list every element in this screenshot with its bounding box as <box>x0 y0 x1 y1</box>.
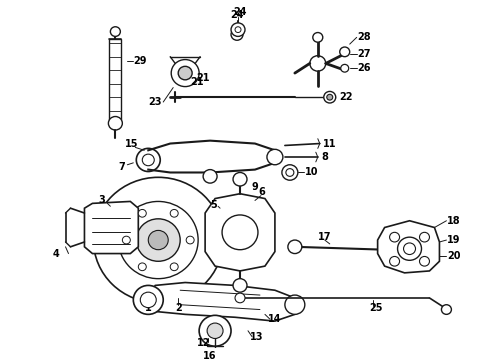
Bar <box>109 39 122 120</box>
Text: 16: 16 <box>203 351 217 360</box>
Text: 9: 9 <box>252 182 259 192</box>
Circle shape <box>170 263 178 271</box>
Circle shape <box>285 295 305 314</box>
Text: 4: 4 <box>52 248 59 258</box>
Text: 21: 21 <box>196 73 210 83</box>
Circle shape <box>170 210 178 217</box>
Circle shape <box>186 236 194 244</box>
Polygon shape <box>140 283 295 321</box>
Circle shape <box>222 215 258 250</box>
Polygon shape <box>205 194 275 271</box>
Circle shape <box>282 165 298 180</box>
Circle shape <box>235 293 245 303</box>
Circle shape <box>233 279 247 292</box>
Circle shape <box>203 170 217 183</box>
Circle shape <box>441 305 451 314</box>
Text: 8: 8 <box>322 152 329 162</box>
Circle shape <box>231 29 243 40</box>
Text: 15: 15 <box>125 139 139 149</box>
Circle shape <box>178 66 192 80</box>
Text: 26: 26 <box>358 63 371 73</box>
Circle shape <box>207 323 223 338</box>
Circle shape <box>404 243 416 255</box>
Circle shape <box>148 230 168 250</box>
Text: 25: 25 <box>369 303 383 312</box>
Text: 14: 14 <box>268 314 281 324</box>
Circle shape <box>340 47 350 57</box>
Circle shape <box>199 315 231 346</box>
Text: 5: 5 <box>210 200 217 210</box>
Circle shape <box>119 202 198 279</box>
Circle shape <box>310 56 326 71</box>
Circle shape <box>419 232 429 242</box>
Circle shape <box>390 256 399 266</box>
Text: 22: 22 <box>340 92 353 102</box>
Circle shape <box>327 94 333 100</box>
Circle shape <box>286 168 294 176</box>
Circle shape <box>110 27 121 36</box>
Text: 1: 1 <box>145 303 152 312</box>
Text: 19: 19 <box>447 235 461 245</box>
Text: 28: 28 <box>358 32 371 42</box>
Polygon shape <box>378 221 440 273</box>
Text: 18: 18 <box>447 216 461 226</box>
Circle shape <box>397 237 421 260</box>
Text: 20: 20 <box>447 251 461 261</box>
Circle shape <box>378 243 392 256</box>
Text: 11: 11 <box>323 139 336 149</box>
Circle shape <box>94 177 223 303</box>
Text: 21: 21 <box>190 77 204 87</box>
Circle shape <box>231 23 245 36</box>
Text: 13: 13 <box>250 332 264 342</box>
Circle shape <box>142 154 154 166</box>
Circle shape <box>122 236 130 244</box>
Circle shape <box>313 32 323 42</box>
Circle shape <box>390 232 399 242</box>
Circle shape <box>341 64 349 72</box>
Text: 3: 3 <box>98 195 105 206</box>
Text: 29: 29 <box>133 55 147 66</box>
Circle shape <box>419 256 429 266</box>
Circle shape <box>324 91 336 103</box>
Text: 12: 12 <box>197 338 211 348</box>
Circle shape <box>233 172 247 186</box>
Text: 7: 7 <box>119 162 125 172</box>
Text: 17: 17 <box>318 232 331 242</box>
Circle shape <box>288 240 302 253</box>
Circle shape <box>235 27 241 32</box>
Circle shape <box>133 285 163 314</box>
Text: 24: 24 <box>233 7 246 17</box>
Circle shape <box>140 292 156 307</box>
Circle shape <box>136 148 160 171</box>
Text: 27: 27 <box>358 49 371 59</box>
Circle shape <box>138 210 147 217</box>
Text: 2: 2 <box>175 303 182 312</box>
Circle shape <box>171 59 199 87</box>
Text: 24: 24 <box>230 10 244 20</box>
Circle shape <box>138 263 147 271</box>
Text: 10: 10 <box>305 167 318 177</box>
Text: 6: 6 <box>258 187 265 197</box>
Circle shape <box>108 117 122 130</box>
Text: 23: 23 <box>148 97 162 107</box>
Circle shape <box>136 219 180 261</box>
Circle shape <box>267 149 283 165</box>
Polygon shape <box>84 202 138 253</box>
